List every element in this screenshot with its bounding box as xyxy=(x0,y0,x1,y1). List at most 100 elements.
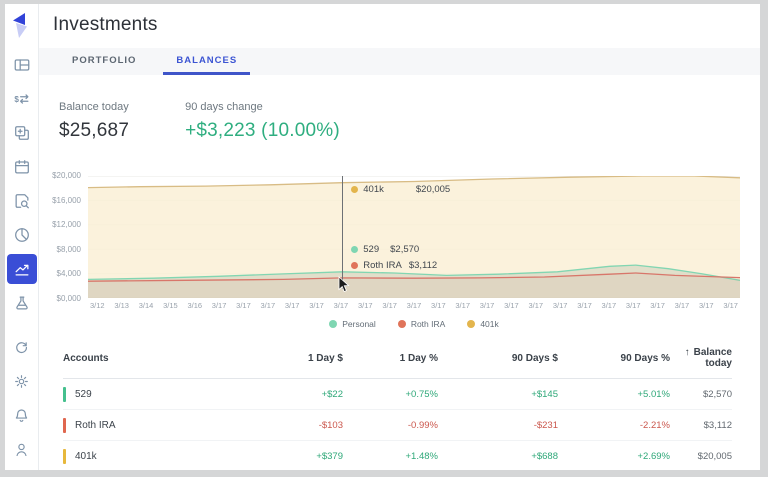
column-header-1-day-[interactable]: 1 Day $ xyxy=(307,352,343,364)
chart-legend: Personal Roth IRA 401k xyxy=(88,319,740,329)
sidebar-item-allocation[interactable] xyxy=(7,220,37,250)
columns-icon xyxy=(14,59,29,71)
column-header-1-day-[interactable]: 1 Day % xyxy=(399,352,438,364)
x-tick: 3/17 xyxy=(577,301,592,310)
account-accent-bar xyxy=(63,386,66,402)
x-tick: 3/17 xyxy=(479,301,495,310)
sidebar-item-settings[interactable] xyxy=(7,366,37,396)
sidebar-item-notifications[interactable] xyxy=(7,400,37,430)
legend-item-roth-ira[interactable]: Roth IRA xyxy=(397,319,446,329)
legend-item-personal[interactable]: Personal xyxy=(329,319,376,329)
sidebar: $ xyxy=(5,4,39,470)
one-day-dollar-value: -$103 xyxy=(318,419,343,431)
account-accent-bar xyxy=(63,417,66,433)
table-header-row: Accounts 1 Day $ 1 Day % 90 Days $ 90 Days %… xyxy=(63,347,732,379)
user-icon xyxy=(16,443,27,456)
sidebar-item-refresh[interactable] xyxy=(7,332,37,362)
ninety-day-percent-value: -2.21% xyxy=(639,419,670,431)
column-header-90-days-[interactable]: 90 Days $ xyxy=(511,352,558,364)
balances-chart: $20,000 $16,000 $12,000 $8,000 $4,000 $0,000 … xyxy=(39,171,740,329)
legend-dot xyxy=(329,320,338,328)
x-tick: 3/17 xyxy=(211,301,227,310)
account-name: 529 xyxy=(75,388,92,400)
x-tick: 3/17 xyxy=(504,301,519,310)
x-tick: 3/17 xyxy=(431,301,446,310)
balance-stat: Balance today $25,687 xyxy=(59,101,129,142)
page-title: Investments xyxy=(53,14,158,35)
account-name: 401k xyxy=(75,451,97,462)
x-tick: 3/16 xyxy=(187,301,203,310)
legend-label: Personal xyxy=(342,319,376,329)
change-value: +$3,223 (10.00%) xyxy=(185,120,340,141)
tab-balances[interactable]: BALANCES xyxy=(163,48,251,75)
table-body: 529 +$22 +0.75% +$145 +5.01% $2,570 Roth… xyxy=(63,379,732,470)
table-row[interactable]: Roth IRA -$103 -0.99% -$231 -2.21% $3,11… xyxy=(63,410,732,441)
balance-today-value: $20,005 xyxy=(697,451,732,462)
y-tick: $12,000 xyxy=(52,220,81,230)
ninety-day-dollar-value: -$231 xyxy=(533,419,558,431)
y-tick: $0,000 xyxy=(56,293,81,303)
bell-icon xyxy=(15,408,28,422)
x-tick: 3/17 xyxy=(455,301,470,310)
account-name: Roth IRA xyxy=(75,419,116,431)
sidebar-item-performance[interactable] xyxy=(6,254,37,284)
x-tick: 3/17 xyxy=(382,301,397,310)
legend-dot xyxy=(397,320,406,328)
account-accent-bar xyxy=(63,449,66,464)
y-tick: $4,000 xyxy=(56,269,81,279)
change-label: 90 days change xyxy=(185,101,263,113)
column-header-accounts[interactable]: Accounts xyxy=(63,352,109,364)
one-day-percent-value: +0.75% xyxy=(405,388,439,400)
x-tick: 3/17 xyxy=(260,301,276,310)
ninety-day-dollar-value: +$688 xyxy=(531,451,558,462)
line-chart-icon xyxy=(15,264,28,276)
balance-today-value: $2,570 xyxy=(702,388,732,400)
ninety-day-dollar-value: +$145 xyxy=(531,388,558,400)
y-tick: $20,000 xyxy=(52,171,81,180)
x-tick: 3/17 xyxy=(674,301,690,310)
sidebar-item-duplicate[interactable] xyxy=(7,118,37,148)
x-tick: 3/17 xyxy=(333,301,349,310)
app-window: $ xyxy=(5,4,760,470)
x-tick: 3/17 xyxy=(528,301,544,310)
one-day-percent-value: -0.99% xyxy=(407,419,438,431)
sidebar-item-columns[interactable] xyxy=(7,50,37,80)
x-tick: 3/17 xyxy=(723,301,738,310)
report-search-icon xyxy=(15,194,29,209)
y-tick: $8,000 xyxy=(56,244,81,254)
x-tick: 3/17 xyxy=(698,301,714,310)
tab-portfolio[interactable]: PORTFOLIO xyxy=(72,54,137,66)
ninety-day-percent-value: +2.69% xyxy=(637,451,671,462)
column-header-90-days-[interactable]: 90 Days % xyxy=(620,352,670,364)
sidebar-item-transfers[interactable]: $ xyxy=(7,84,37,114)
refresh-icon xyxy=(16,341,28,353)
y-axis-labels: $20,000 $16,000 $12,000 $8,000 $4,000 $0,000 xyxy=(39,171,81,303)
x-tick: 3/17 xyxy=(357,301,373,310)
sidebar-item-account[interactable] xyxy=(7,434,37,464)
sidebar-bottom-group xyxy=(7,332,37,468)
main-content: Investments PORTFOLIO BALANCES Balance to… xyxy=(39,4,760,470)
duplicate-icon xyxy=(14,126,29,140)
one-day-dollar-value: +$379 xyxy=(316,451,343,462)
transfer-icon: $ xyxy=(14,94,28,104)
x-tick: 3/17 xyxy=(650,301,665,310)
x-tick: 3/14 xyxy=(138,301,154,310)
one-day-dollar-value: +$22 xyxy=(321,388,343,400)
sidebar-item-lab[interactable] xyxy=(7,288,37,318)
sidebar-item-calendar[interactable] xyxy=(7,152,37,182)
chart-plot-area[interactable] xyxy=(88,176,740,298)
legend-label: 401k xyxy=(480,319,499,329)
x-tick: 3/12 xyxy=(90,301,105,310)
ninety-day-percent-value: +5.01% xyxy=(637,388,671,400)
svg-text:$: $ xyxy=(14,95,19,104)
legend-item-401k[interactable]: 401k xyxy=(467,319,499,329)
table-row[interactable]: 401k +$379 +1.48% +$688 +2.69% $20,005 xyxy=(63,441,732,470)
table-row[interactable]: 529 +$22 +0.75% +$145 +5.01% $2,570 xyxy=(63,379,732,410)
column-header-balance-today[interactable]: ↑ Balance today xyxy=(684,347,732,369)
x-tick: 3/17 xyxy=(625,301,641,310)
sidebar-item-report-search[interactable] xyxy=(7,186,37,216)
app-logo[interactable] xyxy=(9,10,35,42)
x-tick: 3/17 xyxy=(552,301,568,310)
legend-label: Roth IRA xyxy=(410,319,446,329)
x-axis-labels: 3/12 3/13 3/14 3/15 3/16 3/17 3/17 3/17 3/17 3/17… xyxy=(88,298,740,310)
